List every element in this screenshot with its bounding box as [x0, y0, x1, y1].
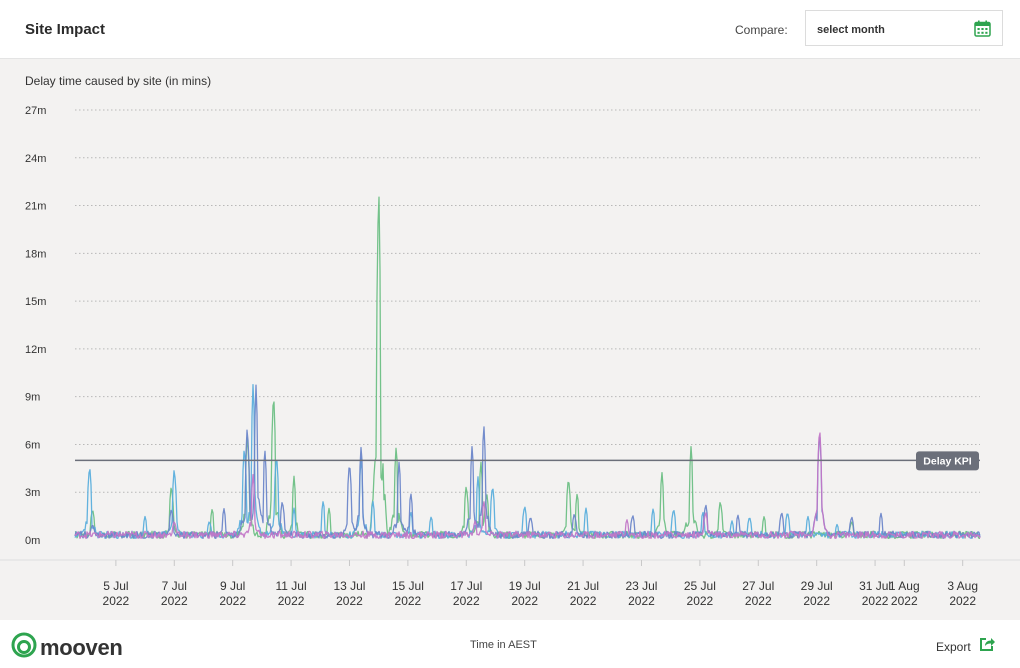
mooven-logo: mooven [11, 632, 123, 663]
x-tick-label: 17 Jul [450, 579, 482, 593]
series-line [74, 432, 981, 540]
y-tick-label: 0m [25, 535, 40, 547]
mooven-logo-icon [11, 632, 37, 663]
footer [0, 620, 1020, 668]
x-tick-year: 2022 [949, 594, 976, 608]
page-title: Site Impact [25, 21, 106, 38]
y-tick-label: 12m [25, 344, 46, 356]
month-select[interactable]: select month [805, 10, 1003, 46]
x-tick-label: 31 Jul [859, 579, 891, 593]
delay-chart: 27m 24m 21m 18m 15m 12m 9m 6m 3m 0m Delay KPI 5 J… [0, 105, 1020, 608]
x-tick-year: 2022 [278, 594, 305, 608]
x-tick-year: 2022 [511, 594, 538, 608]
x-tick-label: 19 Jul [509, 579, 541, 593]
x-tick-year: 2022 [103, 594, 130, 608]
x-tick-label: 21 Jul [567, 579, 599, 593]
x-tick-year: 2022 [453, 594, 480, 608]
x-tick-label: 9 Jul [220, 579, 245, 593]
x-tick-label: 15 Jul [392, 579, 424, 593]
series-line [74, 196, 980, 540]
x-tick-label: 29 Jul [801, 579, 833, 593]
x-tick-year: 2022 [628, 594, 655, 608]
export-icon [979, 636, 996, 657]
x-tick-year: 2022 [219, 594, 246, 608]
y-tick-label: 18m [25, 248, 46, 260]
time-zone-label: Time in AEST [470, 639, 537, 651]
x-tick-label: 27 Jul [742, 579, 774, 593]
x-tick-label: 5 Jul [103, 579, 128, 593]
x-tick-label: 3 Aug [947, 579, 978, 593]
y-tick-label: 3m [25, 487, 40, 499]
x-tick-label: 25 Jul [684, 579, 716, 593]
x-tick-year: 2022 [336, 594, 363, 608]
x-tick-year: 2022 [745, 594, 772, 608]
y-tick-label: 24m [25, 153, 46, 165]
x-tick-label: 7 Jul [162, 579, 187, 593]
calendar-icon[interactable] [974, 20, 991, 42]
x-tick-year: 2022 [570, 594, 597, 608]
y-tick-label: 27m [25, 105, 46, 117]
month-select-value: select month [817, 24, 885, 36]
x-tick-label: 23 Jul [625, 579, 657, 593]
x-tick-year: 2022 [395, 594, 422, 608]
x-tick-label: 13 Jul [333, 579, 365, 593]
x-tick-year: 2022 [161, 594, 188, 608]
kpi-badge [916, 451, 979, 471]
kpi-label: Delay KPI [923, 455, 972, 467]
x-tick-year: 2022 [862, 594, 889, 608]
x-tick-label: 1 Aug [889, 579, 920, 593]
compare-label: Compare: [735, 23, 788, 37]
x-tick-label: 11 Jul [276, 579, 307, 593]
y-tick-label: 6m [25, 439, 40, 451]
chart-title: Delay time caused by site (in mins) [25, 74, 212, 88]
header: Site Impact Compare: select month [0, 0, 1020, 59]
export-label: Export [936, 639, 971, 654]
y-tick-label: 21m [25, 201, 46, 213]
y-tick-label: 9m [25, 392, 40, 404]
x-tick-year: 2022 [803, 594, 830, 608]
x-tick-year: 2022 [687, 594, 714, 608]
brand-name: mooven [40, 634, 123, 660]
y-tick-label: 15m [25, 296, 46, 308]
x-tick-year: 2022 [891, 594, 918, 608]
export-button[interactable]: Export [936, 636, 996, 657]
